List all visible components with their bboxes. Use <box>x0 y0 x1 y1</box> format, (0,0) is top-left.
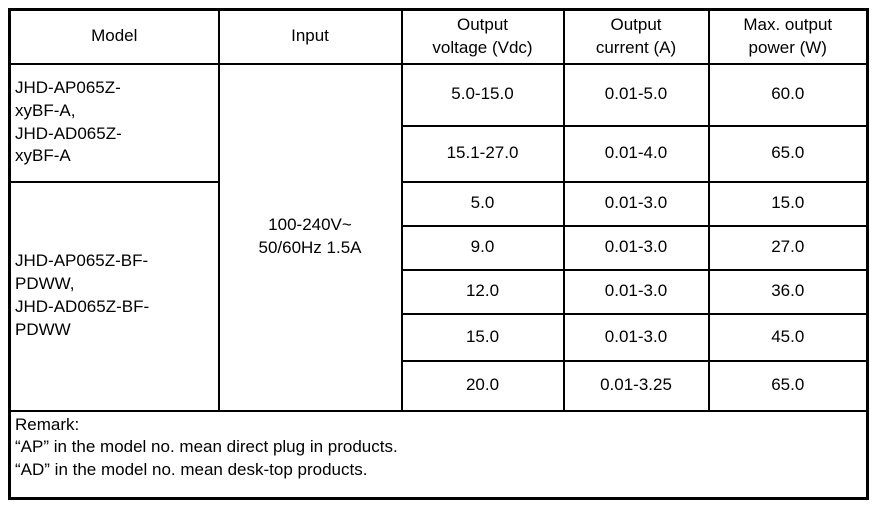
remark-row: Remark: “AP” in the model no. mean direc… <box>8 409 869 500</box>
table-row: 15.0 0.01-3.0 45.0 <box>10 312 869 362</box>
cell-voltage: 5.0-15.0 <box>400 62 565 127</box>
cell-current: 0.01-3.0 <box>562 268 710 315</box>
cell-voltage: 12.0 <box>400 268 565 315</box>
remark-title: Remark: <box>15 414 80 434</box>
cell-power: 27.0 <box>707 224 869 271</box>
cell-voltage: 9.0 <box>400 224 565 271</box>
table-row: 9.0 0.01-3.0 27.0 <box>10 224 869 271</box>
remark-line-ap: “AP” in the model no. mean direct plug i… <box>15 437 398 457</box>
cell-current: 0.01-4.0 <box>562 124 710 183</box>
table-row: JHD-AP065Z-BF- PDWW, JHD-AD065Z-BF- PDWW… <box>8 180 869 412</box>
header-output-voltage: Output voltage (Vdc) <box>400 8 565 65</box>
spec-table: Model Input Output voltage (Vdc) Output … <box>8 8 869 500</box>
header-output-current: Output current (A) <box>562 8 710 65</box>
model-group-1: JHD-AP065Z- xyBF-A, JHD-AD065Z- xyBF-A <box>8 62 220 183</box>
cell-power: 15.0 <box>707 180 869 227</box>
model-group-2: JHD-AP065Z-BF- PDWW, JHD-AD065Z-BF- PDWW <box>8 180 220 412</box>
header-row: Model Input Output voltage (Vdc) Output … <box>8 8 869 65</box>
table-row: JHD-AP065Z- xyBF-A, JHD-AD065Z- xyBF-A 1… <box>8 62 869 412</box>
header-model: Model <box>8 8 220 65</box>
cell-voltage: 5.0 <box>400 180 565 227</box>
cell-power: 36.0 <box>707 268 869 315</box>
input-value: 100-240V~ 50/60Hz 1.5A <box>217 62 403 412</box>
cell-power: 45.0 <box>707 312 869 362</box>
cell-power: 65.0 <box>707 124 869 183</box>
cell-voltage: 15.1-27.0 <box>400 124 565 183</box>
remark-line-ad: “AD” in the model no. mean desk-top prod… <box>15 460 368 480</box>
cell-voltage: 20.0 <box>400 359 565 412</box>
cell-power: 60.0 <box>707 62 869 127</box>
header-input: Input <box>217 8 403 65</box>
table-row: 15.1-27.0 0.01-4.0 65.0 <box>10 124 869 183</box>
cell-voltage: 15.0 <box>400 312 565 362</box>
cell-current: 0.01-3.0 <box>562 180 710 227</box>
cell-current: 0.01-3.0 <box>562 312 710 362</box>
cell-power: 65.0 <box>707 359 869 412</box>
table-row: 20.0 0.01-3.25 65.0 <box>10 359 869 412</box>
cell-current: 0.01-3.0 <box>562 224 710 271</box>
header-max-power: Max. output power (W) <box>707 8 869 65</box>
table-row: 12.0 0.01-3.0 36.0 <box>10 268 869 315</box>
cell-current: 0.01-3.25 <box>562 359 710 412</box>
cell-current: 0.01-5.0 <box>562 62 710 127</box>
remark-cell: Remark: “AP” in the model no. mean direc… <box>8 409 869 500</box>
